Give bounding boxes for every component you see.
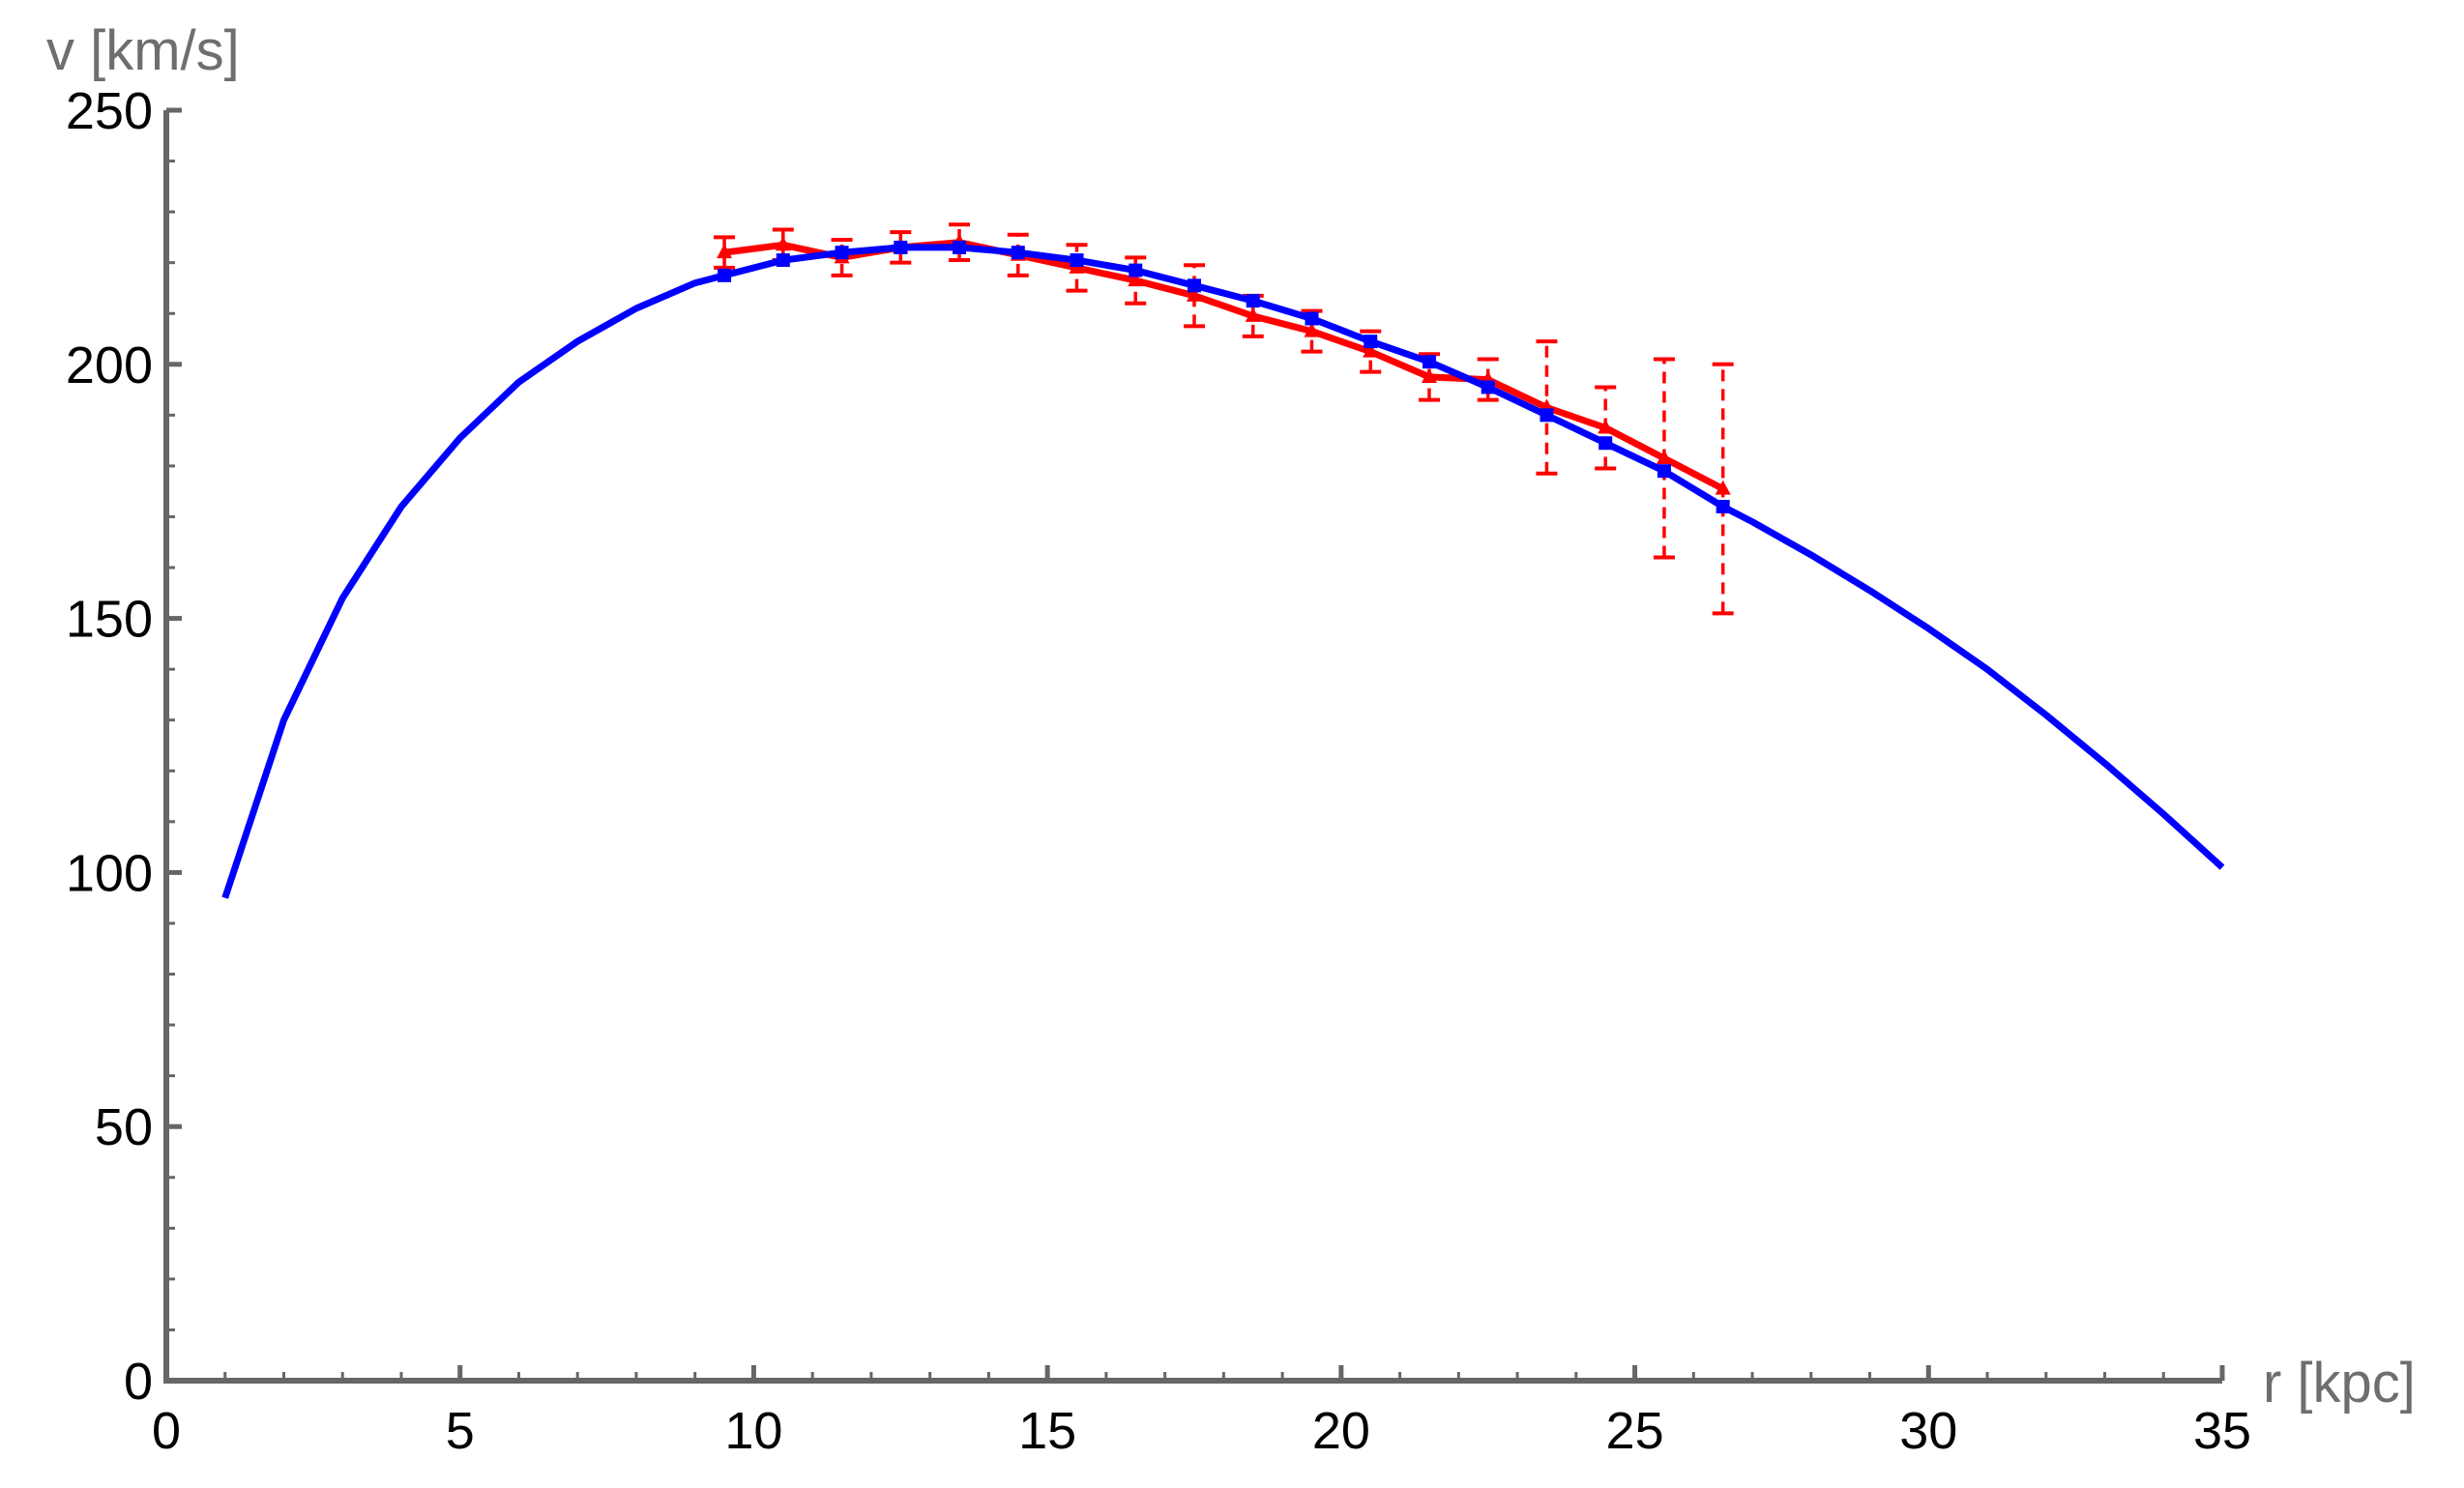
y-tick-label: 150 — [66, 591, 153, 649]
x-tick-label: 25 — [1606, 1402, 1664, 1460]
model-point — [1540, 408, 1554, 423]
x-tick-label: 0 — [152, 1402, 181, 1460]
y-axis-label: v [km/s] — [46, 19, 240, 82]
y-tick-label: 50 — [95, 1098, 153, 1156]
model-point — [894, 240, 908, 254]
model-line — [221, 244, 2225, 899]
x-tick-label: 20 — [1312, 1402, 1370, 1460]
observed-line — [723, 239, 1725, 492]
model-point — [1305, 311, 1319, 326]
model-point — [1364, 335, 1378, 349]
observed-point — [775, 236, 791, 251]
observed-point — [717, 244, 733, 259]
observed-point — [1598, 419, 1614, 434]
model-point — [1129, 263, 1143, 277]
y-tick-label: 100 — [66, 844, 153, 902]
y-tick-label: 250 — [66, 82, 153, 140]
observed-point — [1715, 480, 1731, 495]
model-point — [1188, 278, 1201, 293]
model-point — [1599, 436, 1613, 451]
model-point — [1716, 499, 1730, 513]
model-point — [1246, 294, 1260, 308]
x-tick-label: 10 — [724, 1402, 782, 1460]
ticks: 0 5 10 15 20 25 30 35 0 50 100 150 200 250 — [66, 82, 2251, 1460]
axes — [163, 110, 2222, 1384]
y-tick-label: 200 — [66, 336, 153, 394]
model-point — [953, 240, 967, 254]
model-point — [1011, 246, 1025, 260]
model-point — [1657, 464, 1671, 479]
model-point — [1481, 380, 1495, 394]
observed-point — [1245, 306, 1261, 322]
series — [221, 222, 2225, 899]
model-point — [835, 246, 849, 260]
observed-point — [1128, 272, 1144, 287]
observed-point — [1656, 450, 1672, 465]
x-tick-label: 35 — [2193, 1402, 2251, 1460]
observed-point — [1304, 322, 1320, 337]
x-tick-label: 5 — [446, 1402, 475, 1460]
x-tick-label: 30 — [1899, 1402, 1957, 1460]
x-tick-label: 15 — [1018, 1402, 1076, 1460]
observed-point — [1187, 286, 1202, 302]
observed-point — [1421, 367, 1437, 383]
model-point — [718, 268, 732, 282]
model-point — [1070, 253, 1084, 268]
model-point — [776, 253, 790, 268]
observed-point — [1363, 342, 1379, 358]
y-tick-label: 0 — [124, 1353, 153, 1411]
x-axis-label: r [kpc] — [2263, 1352, 2416, 1415]
model-point — [1422, 355, 1436, 369]
